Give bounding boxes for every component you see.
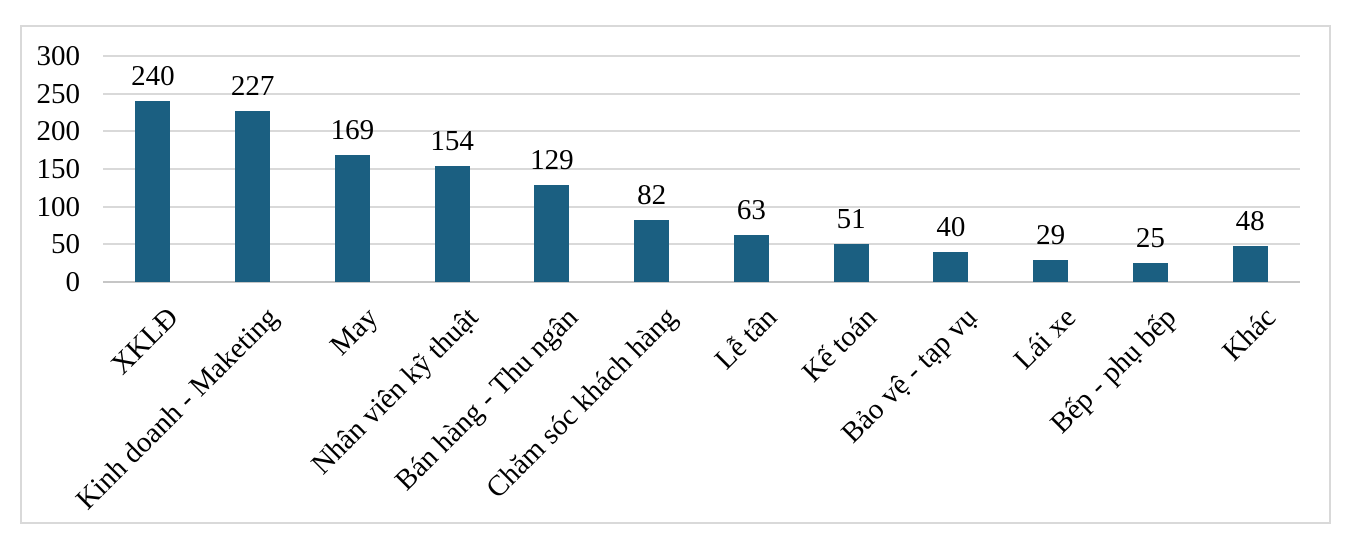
x-axis-category-label: Kế toán — [796, 301, 884, 389]
bar-value-label: 82 — [637, 179, 667, 212]
plot-area: 240 227 169 154 129 82 63 51 40 29 25 48 — [103, 55, 1300, 283]
bar-value-label: 25 — [1135, 222, 1165, 255]
x-axis-category-label: May — [324, 301, 385, 362]
chart-frame: 240 227 169 154 129 82 63 51 40 29 25 48 0 50 100 150 2… — [20, 25, 1331, 524]
bar — [1033, 260, 1069, 282]
y-axis-tick-label: 250 — [36, 77, 81, 110]
x-axis-category-label: Khác — [1216, 301, 1283, 368]
gridline — [103, 55, 1300, 57]
bar-value-label: 51 — [836, 202, 866, 235]
bar-value-label: 154 — [430, 125, 474, 157]
bar — [733, 234, 769, 282]
bar-value-label: 40 — [936, 210, 966, 243]
bar-value-label: 227 — [230, 70, 275, 102]
y-axis-tick-label: 0 — [65, 266, 81, 298]
gridline — [103, 205, 1300, 208]
bar — [334, 154, 370, 282]
gridline — [103, 243, 1300, 246]
x-axis-category-label: Lễ tân — [708, 301, 784, 376]
y-axis-tick-label: 150 — [36, 153, 81, 185]
x-axis-category-label: XKLĐ — [105, 301, 185, 381]
x-axis-category-label: Bán hàng - Thu ngân — [388, 301, 584, 497]
bar — [933, 251, 969, 282]
y-axis-tick-label: 200 — [36, 115, 81, 148]
gridline — [103, 168, 1300, 170]
bar-value-label: 129 — [530, 143, 574, 176]
bar — [235, 111, 271, 282]
bar — [833, 243, 869, 282]
x-axis-category-label: Kinh doanh - Maketing — [69, 301, 285, 516]
bar-value-label: 240 — [131, 60, 175, 93]
bar — [434, 166, 470, 282]
y-axis-tick-label: 50 — [51, 228, 80, 261]
bar-value-label: 48 — [1235, 204, 1265, 237]
y-axis-tick-label: 300 — [36, 40, 81, 72]
x-axis-category-label: Chăm sóc khách hàng — [480, 301, 684, 505]
bar — [135, 101, 171, 282]
bar — [1232, 245, 1268, 282]
gridline — [103, 92, 1300, 95]
bar — [634, 220, 670, 282]
bar-value-label: 169 — [330, 113, 375, 146]
bar-value-label: 63 — [736, 193, 766, 226]
bar — [534, 184, 570, 282]
x-axis-line — [103, 281, 1300, 283]
x-axis-category-label: Lái xe — [1008, 301, 1083, 376]
bar — [1132, 263, 1168, 282]
y-axis-tick-label: 100 — [36, 190, 81, 223]
gridline — [103, 130, 1300, 133]
bar-value-label: 29 — [1036, 219, 1066, 252]
